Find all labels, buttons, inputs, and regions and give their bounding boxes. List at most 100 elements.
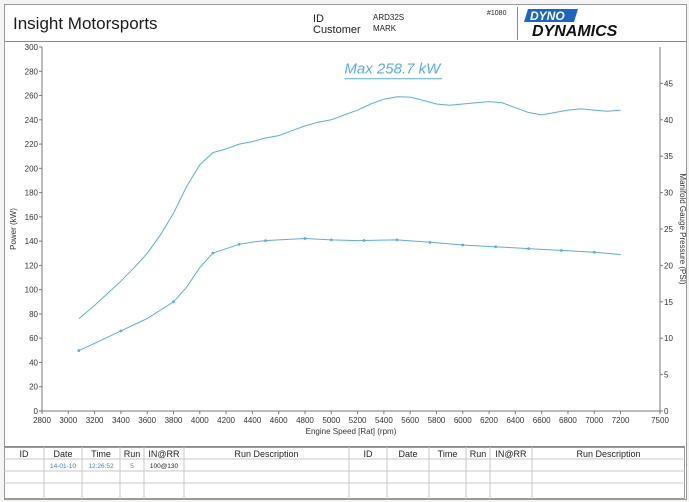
run-table-cell: 5 (130, 463, 134, 470)
pressure-marker (211, 251, 215, 255)
y2-tick-label: 40 (664, 116, 673, 125)
pressure-marker (494, 245, 498, 249)
x-tick-label: 6800 (559, 416, 577, 425)
sheet-header: Insight Motorsports ID Customer ARD32S M… (5, 5, 686, 42)
x-tick-label: 7000 (585, 416, 603, 425)
x-tick-label: 4600 (270, 416, 288, 425)
x-tick-label: 5800 (428, 416, 446, 425)
y-tick-label: 260 (25, 92, 39, 101)
id-label: ID (313, 13, 324, 25)
x-tick-label: 7200 (612, 416, 630, 425)
y2-tick-label: 5 (664, 371, 669, 380)
y2-tick-label: 35 (664, 152, 673, 161)
pressure-marker (527, 247, 530, 251)
run-table: ID Date Time Run IN@RR Run Description ID Date T… (4, 446, 685, 499)
y-tick-label: 220 (25, 140, 39, 149)
pressure-marker (119, 329, 123, 333)
x-tick-label: 3200 (86, 416, 104, 425)
y-tick-label: 100 (25, 286, 39, 295)
x-tick-label: 3400 (112, 416, 130, 425)
run-table-header: ID (364, 449, 374, 459)
y2-tick-label: 20 (664, 261, 673, 270)
pressure-marker (237, 242, 241, 246)
pressure-marker (592, 250, 596, 254)
y-tick-label: 40 (29, 358, 38, 367)
run-table-header: ID (20, 449, 30, 459)
pressure-marker (172, 300, 175, 304)
pressure-marker (329, 238, 333, 242)
x-tick-label: 3800 (165, 416, 183, 425)
y-tick-label: 80 (29, 310, 38, 319)
y2-tick-label: 0 (664, 407, 669, 416)
y-tick-label: 160 (25, 213, 39, 222)
y-tick-label: 180 (25, 189, 39, 198)
run-table-header: Date (398, 449, 417, 459)
y2-axis-title: Manifold Gauge Pressure (PSI) (678, 173, 687, 284)
y-tick-label: 120 (25, 261, 39, 270)
y-tick-label: 20 (29, 383, 38, 392)
run-table-frame (4, 447, 685, 499)
pressure-marker (559, 249, 563, 252)
x-tick-label: 3000 (59, 416, 77, 425)
x-tick-label: 6600 (533, 416, 551, 425)
x-tick-label: 2800 (33, 416, 51, 425)
x-axis-title: Engine Speed [Rat] (rpm) (306, 427, 397, 436)
run-table-header: Time (91, 449, 111, 459)
x-tick-label: 6000 (454, 416, 472, 425)
x-tick-label: 6200 (480, 416, 498, 425)
y-axis-title: Power (kW) (9, 208, 18, 250)
plot-area (42, 47, 660, 411)
x-tick-label: 5600 (401, 416, 419, 425)
y-tick-label: 140 (25, 237, 39, 246)
y2-tick-label: 25 (664, 225, 673, 234)
y-tick-label: 240 (25, 116, 39, 125)
run-table-cell: 14-01-10 (50, 463, 76, 470)
y2-tick-label: 30 (664, 189, 673, 198)
id-value: ARD32S (373, 13, 405, 22)
run-table-header: Date (53, 449, 72, 459)
pressure-marker (461, 243, 465, 247)
x-tick-label: 3600 (138, 416, 156, 425)
power-chart: 0204060801001201401601802002202402602803… (9, 43, 687, 436)
x-tick-label: 4800 (296, 416, 314, 425)
run-table-cell: 12:26:52 (88, 463, 114, 470)
pressure-marker (77, 349, 81, 352)
run-table-header: Time (438, 449, 458, 459)
sheet-number: #1080 (487, 10, 507, 17)
dyno-dynamics-logo: DYNO DYNAMICS (517, 7, 682, 40)
customer-label: Customer (313, 24, 361, 36)
y2-tick-label: 15 (664, 298, 673, 307)
logo-bottom-text: DYNAMICS (532, 23, 618, 40)
power-line (78, 96, 621, 320)
company-name: Insight Motorsports (13, 14, 158, 33)
x-tick-label: 5400 (375, 416, 393, 425)
run-table-header: Run (470, 449, 487, 459)
x-tick-label: 5000 (322, 416, 340, 425)
run-table-header: Run Description (576, 449, 640, 459)
run-table-header: Run Description (234, 449, 298, 459)
x-tick-label: 7500 (651, 416, 669, 425)
max-power-annotation: Max 258.7 kW (344, 61, 442, 78)
y-tick-label: 300 (25, 43, 39, 52)
run-table-header: Run (124, 449, 141, 459)
run-table-header: IN@RR (495, 449, 527, 459)
pressure-marker (362, 239, 366, 242)
pressure-marker (428, 240, 432, 244)
y-tick-label: 0 (34, 407, 39, 416)
logo-top-text: DYNO (530, 9, 565, 23)
pressure-marker (264, 239, 267, 243)
x-tick-label: 6400 (506, 416, 524, 425)
x-tick-label: 4200 (217, 416, 235, 425)
pressure-marker (303, 237, 307, 240)
x-tick-label: 5200 (349, 416, 367, 425)
pressure-marker (395, 238, 399, 242)
y2-tick-label: 10 (664, 334, 673, 343)
y2-tick-label: 45 (664, 79, 673, 88)
y-tick-label: 200 (25, 164, 39, 173)
y-tick-label: 60 (29, 334, 38, 343)
customer-value: MARK (373, 24, 397, 33)
run-table-cell: 100@130 (150, 463, 179, 470)
x-tick-label: 4000 (191, 416, 209, 425)
run-table-header: IN@RR (148, 449, 180, 459)
x-tick-label: 4400 (243, 416, 261, 425)
